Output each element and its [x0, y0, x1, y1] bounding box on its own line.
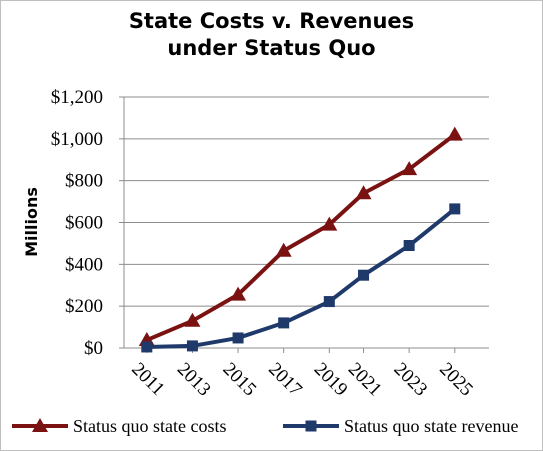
y-tick-labels: $0 $200 $400 $600 $800 $1,000 $1,200	[51, 87, 103, 359]
series-line	[146, 133, 456, 342]
data-point	[323, 296, 335, 308]
legend-marker	[305, 420, 317, 432]
x-tick-label: 2023	[390, 359, 432, 401]
data-point	[358, 269, 370, 281]
legend-item: Status quo state revenue	[283, 416, 518, 436]
y-tick-label: $400	[65, 254, 103, 275]
x-tick-label: 2011	[127, 359, 168, 400]
y-tick-label: $0	[84, 338, 103, 359]
data-point	[275, 242, 292, 257]
series-line	[146, 207, 457, 349]
x-tick-label: 2017	[264, 359, 306, 401]
data-point	[232, 332, 244, 344]
legend-item: Status quo state costs	[12, 416, 227, 436]
data-point	[141, 341, 153, 353]
y-tick-label: $1,200	[51, 87, 103, 108]
y-tick-label: $800	[65, 171, 103, 192]
y-tick-label: $600	[65, 213, 103, 234]
gridlines	[124, 96, 489, 307]
chart-title-line-1: State Costs v. Revenues	[128, 9, 415, 33]
y-tick-label: $1,000	[51, 129, 103, 150]
data-point	[186, 340, 198, 352]
data-point	[449, 203, 461, 215]
y-axis-label: Millions	[22, 187, 41, 257]
data-point	[355, 185, 372, 200]
series-2	[141, 203, 461, 353]
legend-marker	[32, 418, 48, 432]
data-point	[321, 216, 338, 231]
chart-title-line-2: under Status Quo	[167, 36, 376, 60]
data-point	[401, 161, 418, 176]
data-point	[446, 126, 463, 141]
series-group	[138, 126, 463, 353]
legend-label: Status quo state revenue	[344, 416, 518, 436]
x-tick-label: 2019	[310, 359, 352, 401]
legend-label: Status quo state costs	[73, 416, 227, 436]
legend: Status quo state costs Status quo state r…	[12, 416, 518, 436]
data-point	[278, 317, 290, 329]
data-point	[230, 286, 247, 301]
x-tick-label: 2021	[344, 359, 386, 401]
y-tick-label: $200	[65, 296, 103, 317]
chart-title: State Costs v. Revenues under Status Quo	[0, 8, 543, 62]
x-tick-label: 2025	[435, 359, 477, 401]
x-tick-label: 2015	[219, 359, 261, 401]
data-point	[403, 240, 415, 252]
x-tick-label: 2013	[173, 359, 215, 401]
data-point	[184, 312, 201, 327]
